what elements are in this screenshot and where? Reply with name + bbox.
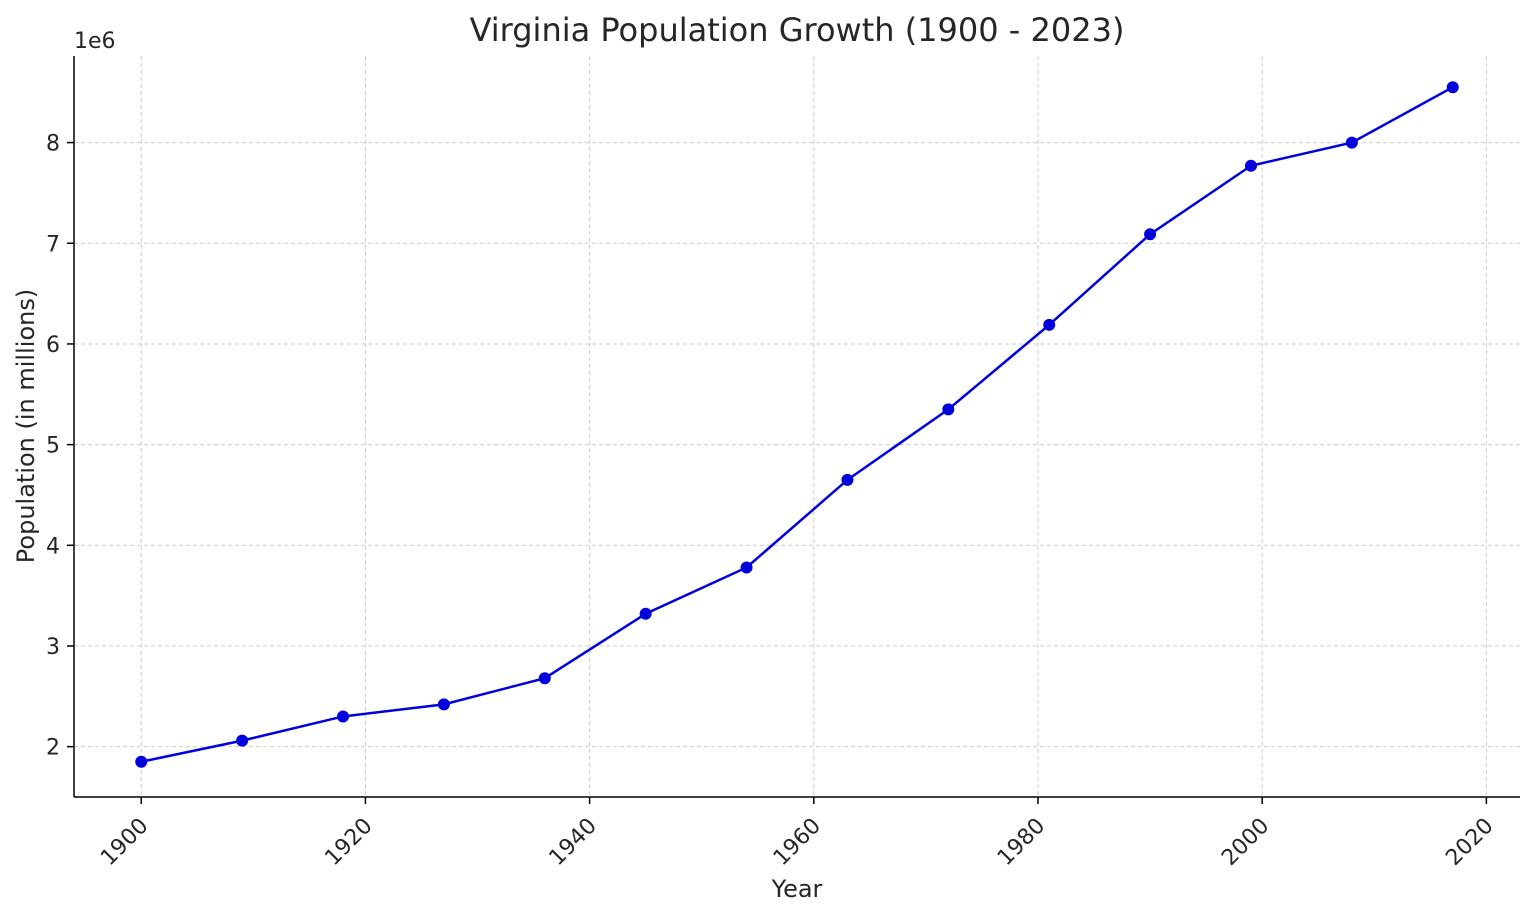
- axes: [73, 56, 1520, 798]
- y-tick-label: 8: [46, 132, 60, 157]
- data-point: [1144, 228, 1157, 241]
- x-tick-label: 1960: [769, 814, 826, 871]
- data-point: [740, 561, 753, 574]
- data-point: [135, 755, 148, 768]
- x-tick-label: 2000: [1217, 814, 1274, 871]
- y-offset-label: 1e6: [74, 29, 116, 54]
- y-tick-label: 7: [46, 232, 60, 257]
- data-point: [236, 734, 249, 747]
- x-tick-label: 1980: [993, 814, 1050, 871]
- series: [135, 81, 1459, 768]
- series-line: [140, 86, 1454, 763]
- data-point: [1446, 81, 1459, 94]
- ticks: 1900 1920 1940 1960 1980 2000 2020 2 3 4 5 6 7 8: [46, 132, 1499, 871]
- y-tick-label: 6: [46, 333, 60, 358]
- x-tick-label: 1940: [545, 814, 602, 871]
- grid: [74, 56, 1520, 797]
- x-tick-label: 1900: [96, 814, 153, 871]
- data-point: [942, 403, 955, 416]
- data-point: [1345, 136, 1358, 149]
- data-point: [841, 473, 854, 486]
- data-point: [639, 607, 652, 620]
- data-point: [337, 710, 350, 723]
- chart-title: Virginia Population Growth (1900 - 2023): [470, 11, 1125, 49]
- y-tick-label: 2: [46, 736, 60, 761]
- data-point: [538, 672, 551, 685]
- y-tick-label: 5: [46, 434, 60, 459]
- data-point: [437, 698, 450, 711]
- y-tick-label: 3: [46, 635, 60, 660]
- data-point: [1043, 318, 1056, 331]
- x-tick-label: 2020: [1441, 814, 1498, 871]
- x-axis-label: Year: [771, 875, 823, 903]
- x-tick-label: 1920: [320, 814, 377, 871]
- y-axis-label: Population (in millions): [12, 289, 40, 563]
- y-tick-label: 4: [46, 534, 60, 559]
- data-point: [1244, 159, 1257, 172]
